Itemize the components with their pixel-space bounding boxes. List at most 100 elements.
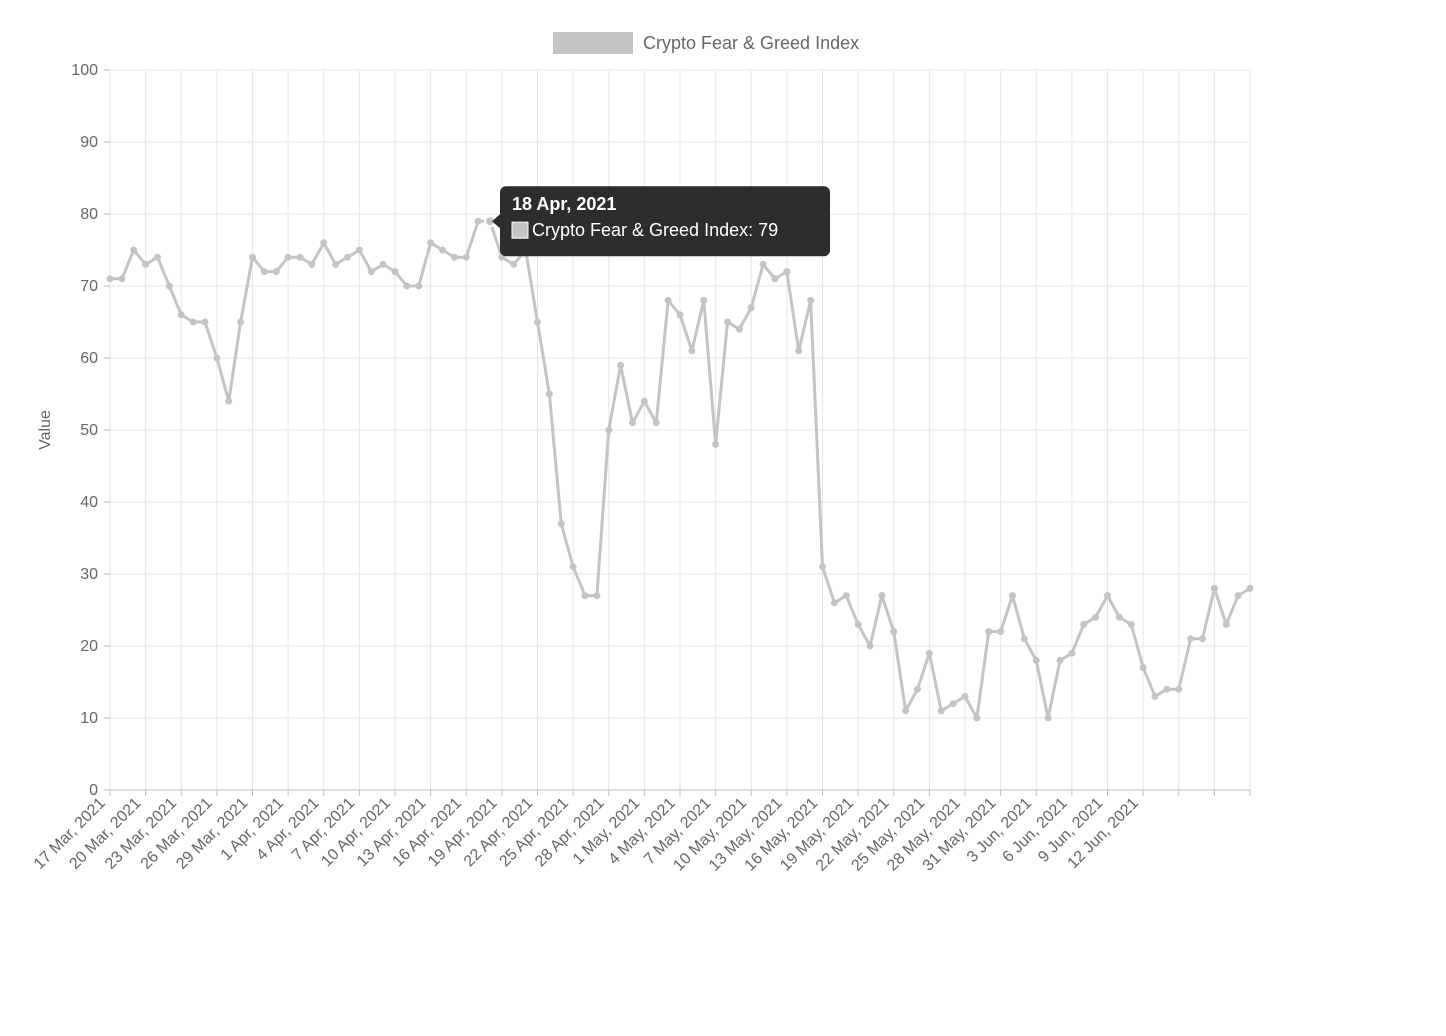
data-point[interactable] (950, 700, 957, 707)
data-point[interactable] (1247, 585, 1254, 592)
tooltip-value: Crypto Fear & Greed Index: 79 (532, 220, 778, 240)
data-point[interactable] (463, 254, 470, 261)
data-point[interactable] (1104, 592, 1111, 599)
data-point[interactable] (973, 715, 980, 722)
data-point[interactable] (926, 650, 933, 657)
data-point[interactable] (617, 362, 624, 369)
data-point[interactable] (878, 592, 885, 599)
data-point[interactable] (1199, 635, 1206, 642)
data-point[interactable] (1009, 592, 1016, 599)
data-point[interactable] (451, 254, 458, 261)
data-point[interactable] (427, 239, 434, 246)
data-point[interactable] (736, 326, 743, 333)
data-point[interactable] (249, 254, 256, 261)
data-point[interactable] (130, 247, 137, 254)
data-point[interactable] (902, 707, 909, 714)
data-point[interactable] (1163, 686, 1170, 693)
data-point[interactable] (237, 319, 244, 326)
data-point[interactable] (273, 268, 280, 275)
data-point[interactable] (700, 297, 707, 304)
data-point[interactable] (213, 355, 220, 362)
data-point[interactable] (510, 261, 517, 268)
data-point[interactable] (1080, 621, 1087, 628)
data-point[interactable] (867, 643, 874, 650)
data-point[interactable] (772, 275, 779, 282)
data-point[interactable] (641, 398, 648, 405)
y-tick-label: 50 (80, 422, 98, 439)
tooltip-title: 18 Apr, 2021 (512, 194, 616, 214)
data-point[interactable] (938, 707, 945, 714)
data-point[interactable] (285, 254, 292, 261)
data-point[interactable] (368, 268, 375, 275)
y-tick-label: 30 (80, 566, 98, 583)
data-point[interactable] (1152, 693, 1159, 700)
data-point[interactable] (688, 347, 695, 354)
data-point[interactable] (1187, 635, 1194, 642)
data-point[interactable] (261, 268, 268, 275)
data-point[interactable] (760, 261, 767, 268)
data-point[interactable] (1033, 657, 1040, 664)
data-point[interactable] (783, 268, 790, 275)
data-point[interactable] (1235, 592, 1242, 599)
data-point[interactable] (819, 563, 826, 570)
data-point[interactable] (202, 319, 209, 326)
data-point[interactable] (332, 261, 339, 268)
data-point[interactable] (1045, 715, 1052, 722)
data-point[interactable] (593, 592, 600, 599)
data-point[interactable] (712, 441, 719, 448)
data-point[interactable] (1140, 664, 1147, 671)
data-point[interactable] (748, 304, 755, 311)
data-point[interactable] (356, 247, 363, 254)
data-point[interactable] (1211, 585, 1218, 592)
data-point[interactable] (629, 419, 636, 426)
data-point[interactable] (795, 347, 802, 354)
data-point[interactable] (403, 283, 410, 290)
data-point[interactable] (1068, 650, 1075, 657)
data-point[interactable] (392, 268, 399, 275)
data-point[interactable] (985, 628, 992, 635)
data-point[interactable] (344, 254, 351, 261)
data-point[interactable] (914, 686, 921, 693)
data-point[interactable] (653, 419, 660, 426)
data-point[interactable] (475, 218, 482, 225)
data-point[interactable] (558, 520, 565, 527)
data-point[interactable] (1223, 621, 1230, 628)
data-point[interactable] (546, 391, 553, 398)
data-point[interactable] (605, 427, 612, 434)
data-point[interactable] (1116, 614, 1123, 621)
data-point[interactable] (1128, 621, 1135, 628)
data-point[interactable] (855, 621, 862, 628)
data-point[interactable] (166, 283, 173, 290)
data-point[interactable] (118, 275, 125, 282)
data-point[interactable] (415, 283, 422, 290)
data-point[interactable] (570, 563, 577, 570)
data-point[interactable] (962, 693, 969, 700)
data-point[interactable] (1021, 635, 1028, 642)
data-point[interactable] (178, 311, 185, 318)
data-point[interactable] (807, 297, 814, 304)
data-point[interactable] (1092, 614, 1099, 621)
tooltip: 18 Apr, 2021 Crypto Fear & Greed Index: 7… (492, 186, 830, 256)
data-point[interactable] (297, 254, 304, 261)
data-point[interactable] (534, 319, 541, 326)
data-point[interactable] (439, 247, 446, 254)
data-point[interactable] (1057, 657, 1064, 664)
data-point[interactable] (308, 261, 315, 268)
data-point[interactable] (190, 319, 197, 326)
data-point[interactable] (831, 599, 838, 606)
data-point[interactable] (665, 297, 672, 304)
y-tick-label: 60 (80, 350, 98, 367)
data-point[interactable] (320, 239, 327, 246)
data-point[interactable] (997, 628, 1004, 635)
data-point[interactable] (677, 311, 684, 318)
data-point[interactable] (380, 261, 387, 268)
data-point[interactable] (890, 628, 897, 635)
data-point[interactable] (225, 398, 232, 405)
data-point[interactable] (724, 319, 731, 326)
data-point[interactable] (107, 275, 114, 282)
data-point[interactable] (843, 592, 850, 599)
data-point[interactable] (142, 261, 149, 268)
data-point[interactable] (154, 254, 161, 261)
data-point[interactable] (1175, 686, 1182, 693)
data-point[interactable] (582, 592, 589, 599)
